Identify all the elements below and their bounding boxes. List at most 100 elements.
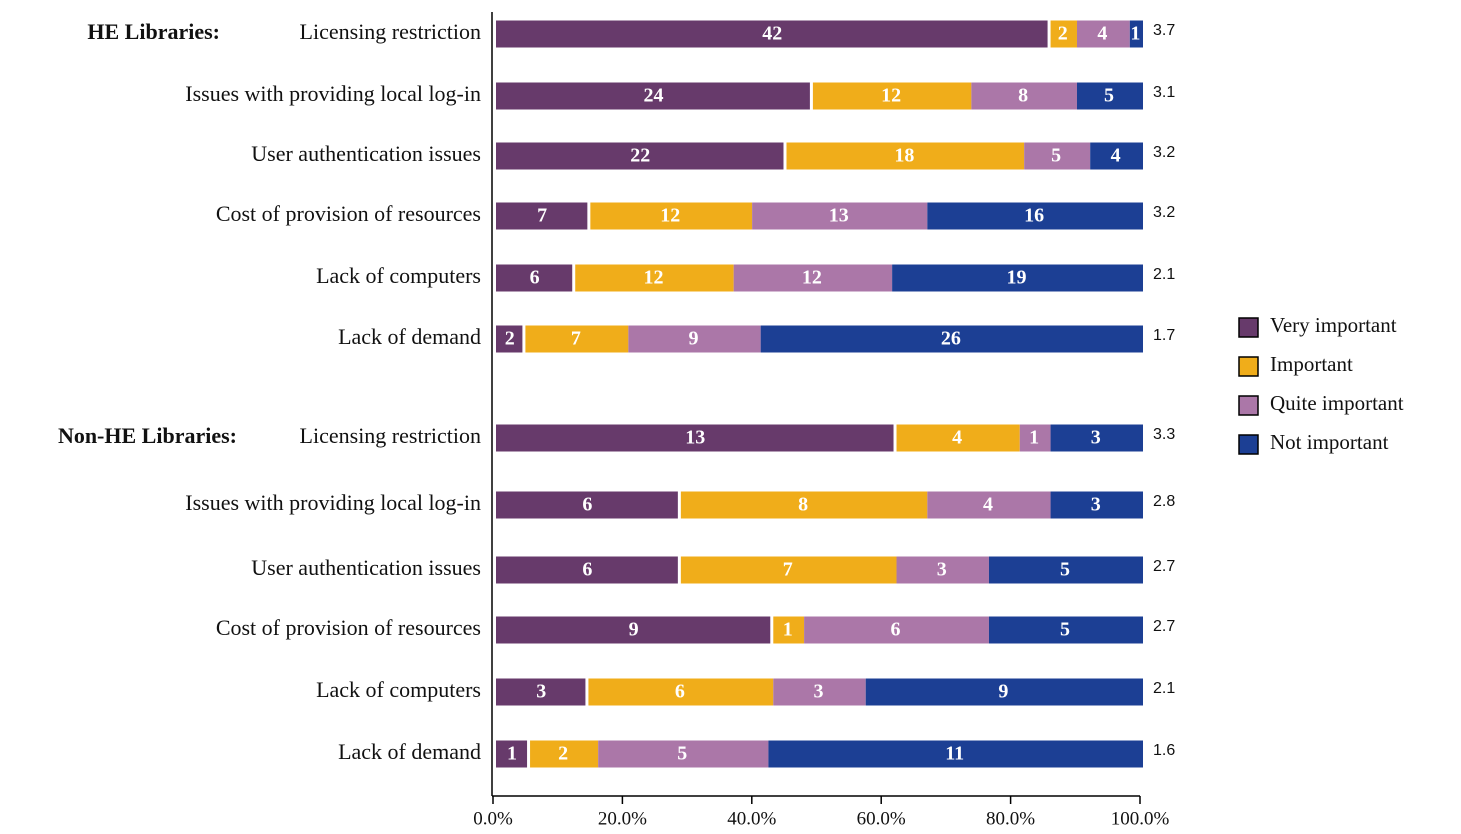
x-tick-label: 60.0% xyxy=(857,808,906,829)
value-label: 11 xyxy=(945,743,964,765)
value-label: 12 xyxy=(643,267,663,289)
score-label: 2.8 xyxy=(1153,493,1175,510)
bar-segment xyxy=(1090,142,1143,170)
bar-segment xyxy=(865,678,1143,706)
category-label: Lack of computers xyxy=(316,263,481,288)
x-tick-label: 40.0% xyxy=(727,808,776,829)
value-label: 2 xyxy=(505,328,515,350)
value-label: 6 xyxy=(530,267,540,289)
value-label: 3 xyxy=(536,681,546,703)
category-label: Issues with providing local log-in xyxy=(185,81,481,106)
value-label: 13 xyxy=(685,427,705,449)
bar-segment xyxy=(1050,424,1143,452)
x-tick-label: 80.0% xyxy=(986,808,1035,829)
value-label: 8 xyxy=(1018,85,1028,107)
value-label: 1 xyxy=(783,619,793,641)
value-label: 3 xyxy=(814,681,824,703)
legend-label: Very important xyxy=(1270,313,1397,337)
value-label: 3 xyxy=(937,559,947,581)
category-label: Cost of provision of resources xyxy=(216,201,481,226)
value-label: 6 xyxy=(582,494,592,516)
bar-segment xyxy=(760,325,1143,353)
legend-swatch xyxy=(1238,395,1259,416)
score-label: 2.1 xyxy=(1153,266,1175,283)
value-label: 19 xyxy=(1007,267,1027,289)
bar-segment xyxy=(598,740,769,768)
value-label: 3 xyxy=(1091,427,1101,449)
bar-segment xyxy=(1024,142,1091,170)
bar-segment xyxy=(628,325,761,353)
value-label: 5 xyxy=(677,743,687,765)
value-label: 2 xyxy=(1058,23,1068,45)
score-label: 1.6 xyxy=(1153,742,1175,759)
value-label: 2 xyxy=(558,743,568,765)
bar-segment xyxy=(892,264,1143,292)
category-label: Licensing restriction xyxy=(300,423,481,448)
bar-segment xyxy=(496,556,678,584)
value-label: 4 xyxy=(1097,23,1107,45)
score-label: 2.1 xyxy=(1153,680,1175,697)
value-label: 7 xyxy=(537,205,547,227)
value-label: 22 xyxy=(630,145,650,167)
value-label: 4 xyxy=(983,494,993,516)
value-label: 9 xyxy=(629,619,639,641)
value-label: 5 xyxy=(1060,559,1070,581)
score-label: 2.7 xyxy=(1153,618,1175,635)
bar-segment xyxy=(927,202,1143,230)
bar-segment xyxy=(496,616,771,644)
score-label: 3.3 xyxy=(1153,426,1175,443)
value-label: 3 xyxy=(1091,494,1101,516)
bar-segment xyxy=(752,202,928,230)
value-label: 9 xyxy=(689,328,699,350)
bar-segment xyxy=(988,616,1143,644)
x-tick-label: 0.0% xyxy=(473,808,513,829)
value-label: 6 xyxy=(675,681,685,703)
value-label: 12 xyxy=(660,205,680,227)
value-label: 5 xyxy=(1104,85,1114,107)
bar-segment xyxy=(896,556,989,584)
bar-segment xyxy=(773,678,866,706)
bar-segment xyxy=(496,20,1048,48)
bar-segment xyxy=(988,556,1143,584)
bar-segment xyxy=(530,740,599,768)
legend-label: Quite important xyxy=(1270,391,1404,415)
bar-segment xyxy=(575,264,734,292)
bar-segment xyxy=(496,325,523,353)
bar-segment xyxy=(496,424,894,452)
value-label: 6 xyxy=(582,559,592,581)
bar-segment xyxy=(525,325,629,353)
score-label: 2.7 xyxy=(1153,558,1175,575)
value-label: 1 xyxy=(1029,427,1039,449)
value-label: 13 xyxy=(829,205,849,227)
legend-swatch xyxy=(1238,317,1259,338)
legend-swatch xyxy=(1238,434,1259,455)
value-label: 1 xyxy=(507,743,517,765)
value-label: 12 xyxy=(881,85,901,107)
category-label: Lack of demand xyxy=(338,324,481,349)
legend-label: Not important xyxy=(1270,430,1389,454)
score-label: 3.2 xyxy=(1153,144,1175,161)
bar-segment xyxy=(1050,491,1143,519)
bar-segment xyxy=(496,491,678,519)
bar-segment xyxy=(733,264,893,292)
bar-segment xyxy=(496,202,588,230)
value-label: 7 xyxy=(571,328,581,350)
bar-segment xyxy=(971,82,1077,110)
bar-segment xyxy=(496,678,586,706)
value-label: 7 xyxy=(783,559,793,581)
value-label: 12 xyxy=(802,267,822,289)
bar-segment xyxy=(1050,20,1077,48)
value-label: 16 xyxy=(1024,205,1044,227)
value-label: 4 xyxy=(1111,145,1121,167)
value-label: 1 xyxy=(1130,23,1140,45)
legend-swatch xyxy=(1238,356,1259,377)
bar-segment xyxy=(927,491,1051,519)
value-label: 18 xyxy=(894,145,914,167)
x-tick-label: 100.0% xyxy=(1111,808,1170,829)
x-tick-label: 20.0% xyxy=(598,808,647,829)
value-label: 4 xyxy=(952,427,962,449)
bar-segment xyxy=(496,740,528,768)
value-label: 24 xyxy=(643,85,663,107)
value-label: 5 xyxy=(1051,145,1061,167)
